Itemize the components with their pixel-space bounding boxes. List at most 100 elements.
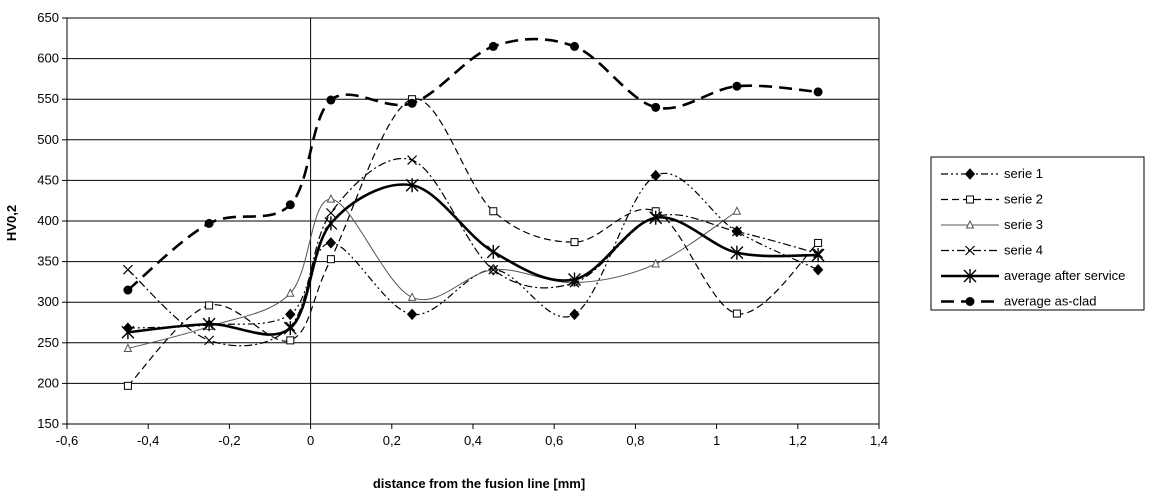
y-tick-label: 300 — [37, 294, 59, 309]
data-point — [286, 336, 295, 345]
legend-marker — [964, 168, 976, 180]
legend-label: serie 2 — [1004, 192, 1043, 207]
legend-item: serie 2 — [941, 192, 1043, 207]
data-point — [326, 193, 336, 203]
data-point — [204, 335, 215, 346]
x-tick-label: 1 — [713, 433, 720, 448]
data-point — [488, 264, 499, 275]
series-4 — [122, 155, 824, 347]
data-point — [649, 210, 663, 225]
series-line — [127, 172, 819, 329]
data-point — [122, 264, 133, 275]
series-6 — [123, 37, 823, 295]
x-tick-label: 0,8 — [626, 433, 644, 448]
data-point — [407, 155, 418, 166]
y-tick-label: 600 — [37, 51, 59, 66]
legend-marker — [965, 219, 975, 229]
data-point — [123, 343, 133, 352]
data-point — [814, 238, 823, 247]
data-point — [732, 206, 742, 215]
data-point — [406, 308, 418, 321]
legend-item: serie 1 — [941, 166, 1043, 181]
data-point — [731, 226, 742, 237]
legend-box — [930, 156, 1145, 311]
data-point — [569, 308, 580, 321]
data-point — [285, 308, 296, 321]
x-axis-title: distance from the fusion line [mm] — [373, 476, 585, 491]
data-point — [570, 41, 579, 51]
x-tick-label: 1,2 — [789, 433, 807, 448]
series-line — [127, 37, 819, 292]
x-tick-label: 0,6 — [545, 433, 563, 448]
data-point — [651, 102, 661, 112]
y-tick-label: 450 — [37, 172, 59, 187]
data-point — [405, 178, 419, 193]
legend-label: serie 3 — [1004, 217, 1043, 232]
data-point — [204, 218, 214, 228]
legend-item: serie 4 — [941, 243, 1043, 258]
tick-labels: 150 200 250 300 350 400 450 500 550 600 650 -0,6 -0,… — [37, 10, 888, 448]
data-point — [812, 263, 824, 276]
data-point — [407, 292, 417, 301]
data-point — [324, 216, 338, 231]
data-point — [407, 98, 417, 108]
legend-marker — [963, 269, 977, 283]
data-point — [121, 325, 135, 340]
axes — [62, 17, 880, 429]
y-tick-label: 650 — [37, 10, 59, 25]
data-point — [811, 248, 825, 263]
y-tick-label: 250 — [37, 335, 59, 350]
x-tick-label: 1,4 — [870, 433, 888, 448]
x-tick-label: -0,4 — [137, 433, 159, 448]
data-point — [813, 87, 823, 97]
data-point — [123, 381, 132, 390]
legend-label: average after service — [1004, 268, 1125, 283]
y-tick-label: 400 — [37, 213, 59, 228]
legend: serie 1 serie 2 serie 3 serie 4 average afte… — [930, 156, 1145, 311]
legend-item: average after service — [941, 268, 1125, 283]
data-point — [488, 41, 498, 51]
x-tick-label: 0,4 — [464, 433, 482, 448]
data-point — [732, 309, 741, 318]
data-point — [570, 238, 579, 247]
y-tick-label: 200 — [37, 375, 59, 390]
data-point — [732, 81, 742, 91]
data-point — [325, 207, 336, 218]
legend-label: serie 1 — [1004, 166, 1043, 181]
data-point — [325, 237, 337, 249]
data-point — [283, 321, 297, 336]
plot-series — [121, 37, 825, 390]
data-point — [205, 301, 214, 310]
y-tick-label: 150 — [37, 416, 59, 431]
y-tick-label: 350 — [37, 254, 59, 269]
data-point — [285, 200, 295, 210]
series-5 — [121, 178, 825, 340]
data-point — [202, 317, 216, 332]
legend-label: serie 4 — [1004, 243, 1043, 258]
data-point — [568, 272, 581, 287]
series-line — [127, 183, 819, 336]
data-point — [123, 285, 133, 295]
data-point — [285, 288, 295, 297]
x-tick-label: -0,6 — [56, 433, 78, 448]
data-point — [486, 244, 500, 259]
data-point — [326, 255, 335, 264]
legend-item: average as-clad — [941, 294, 1097, 309]
y-axis-title: HV0,2 — [4, 205, 19, 241]
x-tick-label: -0,2 — [218, 433, 240, 448]
x-tick-label: 0,2 — [383, 433, 401, 448]
data-point — [326, 95, 336, 105]
series-line — [127, 198, 738, 349]
data-point — [489, 207, 498, 216]
y-tick-label: 500 — [37, 132, 59, 147]
legend-marker — [965, 245, 975, 256]
x-tick-label: 0 — [307, 433, 314, 448]
series-line — [127, 98, 819, 387]
legend-label: average as-clad — [1004, 294, 1097, 309]
legend-marker — [965, 297, 975, 306]
data-point — [730, 245, 744, 260]
legend-marker — [966, 195, 974, 204]
y-tick-label: 550 — [37, 91, 59, 106]
legend-item: serie 3 — [941, 217, 1043, 232]
